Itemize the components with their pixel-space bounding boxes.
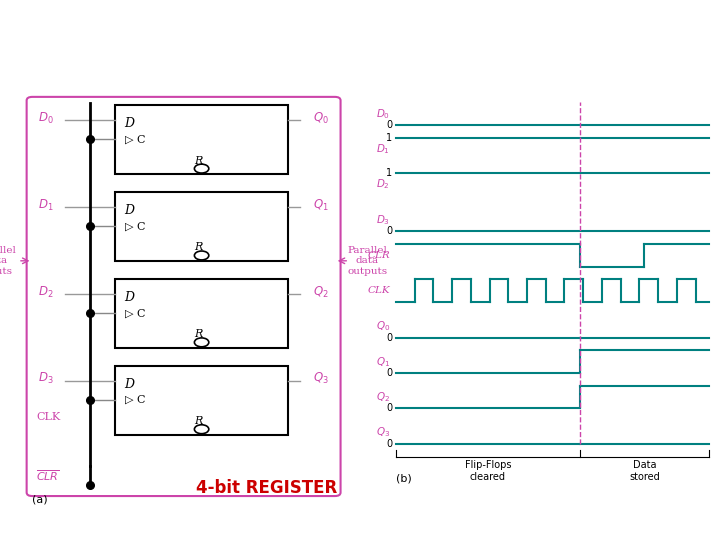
Text: (b): (b) — [396, 474, 412, 483]
Text: $Q_3$: $Q_3$ — [376, 426, 390, 440]
Text: $D_0$: $D_0$ — [38, 111, 54, 126]
Text: R: R — [194, 156, 202, 166]
Text: $Q_0$: $Q_0$ — [313, 111, 329, 126]
Text: CLK: CLK — [368, 286, 390, 295]
Text: 4-bit REGISTER: 4-bit REGISTER — [196, 479, 337, 497]
Text: 0: 0 — [386, 333, 392, 342]
Text: $D_1$: $D_1$ — [38, 198, 54, 213]
Text: $\rhd$ C: $\rhd$ C — [124, 307, 145, 320]
Text: D: D — [124, 378, 134, 391]
Text: $Q_1$: $Q_1$ — [376, 355, 390, 368]
Text: $Q_1$: $Q_1$ — [313, 198, 329, 213]
Text: 0: 0 — [386, 403, 392, 413]
Text: CLR: CLR — [367, 251, 390, 260]
Text: $\overline{CLR}$: $\overline{CLR}$ — [36, 469, 60, 483]
Text: $\rhd$ C: $\rhd$ C — [124, 133, 145, 146]
Text: 1: 1 — [386, 133, 392, 143]
Text: $D_3$: $D_3$ — [38, 372, 54, 387]
Text: R: R — [194, 242, 202, 253]
Text: 1: 1 — [386, 168, 392, 178]
Bar — [115, 105, 288, 174]
Text: R: R — [194, 416, 202, 426]
Text: R: R — [194, 329, 202, 339]
Text: Parallel Data Storing –using Registers: Parallel Data Storing –using Registers — [92, 21, 628, 44]
Text: $D_2$: $D_2$ — [38, 285, 54, 300]
Bar — [115, 192, 288, 261]
Text: Parallel
data
outputs: Parallel data outputs — [347, 246, 387, 276]
Text: D: D — [124, 204, 134, 217]
Text: $D_0$: $D_0$ — [376, 107, 390, 120]
Text: $D_1$: $D_1$ — [377, 142, 390, 156]
Text: Data
stored: Data stored — [629, 461, 660, 482]
Text: 0: 0 — [386, 368, 392, 378]
Text: Parallel
data
inputs: Parallel data inputs — [0, 246, 17, 276]
Text: $Q_0$: $Q_0$ — [376, 319, 390, 333]
Text: $D_2$: $D_2$ — [377, 178, 390, 191]
Bar — [115, 279, 288, 348]
Text: CLK: CLK — [36, 412, 60, 422]
Text: 88: 88 — [673, 516, 698, 534]
Text: $Q_2$: $Q_2$ — [313, 285, 329, 300]
Text: $\rhd$ C: $\rhd$ C — [124, 220, 145, 233]
Text: $\rhd$ C: $\rhd$ C — [124, 394, 145, 407]
Text: $D_3$: $D_3$ — [376, 213, 390, 227]
Text: 0: 0 — [386, 439, 392, 449]
Text: 0: 0 — [386, 120, 392, 130]
Text: Flip-Flops
cleared: Flip-Flops cleared — [464, 461, 511, 482]
Bar — [115, 366, 288, 435]
Text: D: D — [124, 291, 134, 304]
Text: $Q_3$: $Q_3$ — [313, 372, 329, 387]
Text: D: D — [124, 117, 134, 130]
Text: $Q_2$: $Q_2$ — [377, 390, 390, 404]
Text: (a): (a) — [32, 494, 48, 504]
Text: 0: 0 — [386, 226, 392, 237]
